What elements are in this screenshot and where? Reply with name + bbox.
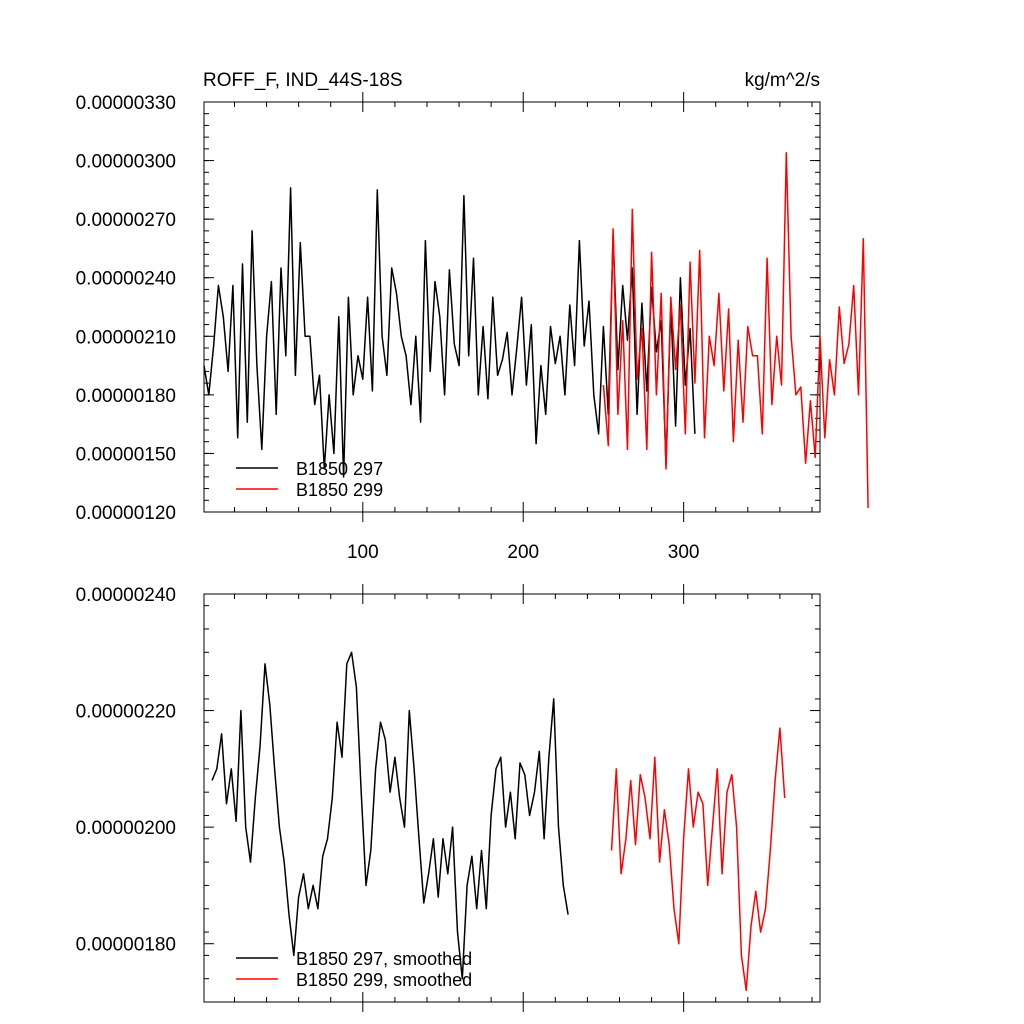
series-line-b1850-297: [211, 651, 569, 980]
x-tick-label: 300: [668, 542, 700, 563]
top-panel: 100 200 300 0.00000120 0.00000150 0.00000180 0…: [76, 92, 869, 563]
series-line-b1850-299: [610, 727, 786, 992]
y-tick-label: 0.00000220: [76, 702, 176, 723]
bottom-panel: 0.00000180 0.00000200 0.00000220 0.00000240…: [76, 584, 821, 1012]
plot-frame: [203, 593, 821, 1003]
legend-label: B1850 299: [296, 480, 383, 500]
y-tick-label: 0.00000180: [76, 935, 176, 956]
legend-label: B1850 297: [296, 459, 383, 479]
legend-label: B1850 299, smoothed: [296, 970, 472, 990]
y-tick-label: 0.00000330: [76, 93, 176, 114]
plot-frame: [203, 101, 821, 513]
y-tick-label: 0.00000150: [76, 444, 176, 465]
x-tick-label: 100: [347, 542, 379, 563]
chart-title: ROFF_F, IND_44S-18S: [203, 70, 403, 91]
chart-units-label: kg/m^2/s: [745, 70, 820, 91]
y-tick-label: 0.00000210: [76, 327, 176, 348]
legend-label: B1850 297, smoothed: [296, 949, 472, 969]
y-tick-label: 0.00000200: [76, 818, 176, 839]
y-tick-label: 0.00000240: [76, 269, 176, 290]
y-tick-label: 0.00000270: [76, 210, 176, 231]
y-tick-label: 0.00000240: [76, 585, 176, 606]
series-line-b1850-299: [602, 152, 869, 509]
y-tick-label: 0.00000180: [76, 386, 176, 407]
x-tick-label: 200: [507, 542, 539, 563]
y-tick-label: 0.00000300: [76, 152, 176, 173]
series-line-b1850-297: [203, 187, 696, 478]
y-tick-label: 0.00000120: [76, 503, 176, 524]
